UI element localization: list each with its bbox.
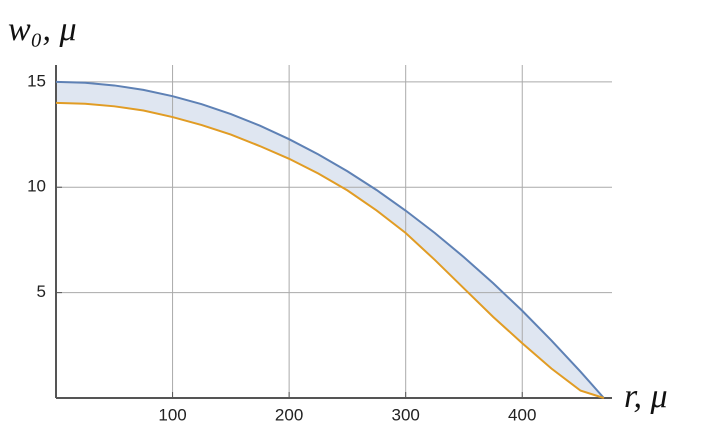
series-line [55,101,605,399]
x-tick-label: 300 [391,405,419,424]
y-tick-label: 15 [27,71,46,90]
series-line [55,80,605,399]
y-tick-label: 10 [27,177,46,196]
y-tick-label: 5 [37,282,46,301]
band-fill [56,81,604,399]
x-tick-label: 400 [508,405,536,424]
y-axis-title: w₀, μ [8,11,77,48]
x-tick-label: 200 [275,405,303,424]
x-axis-title: r, μ [624,378,668,415]
x-tick-label: 100 [158,405,186,424]
